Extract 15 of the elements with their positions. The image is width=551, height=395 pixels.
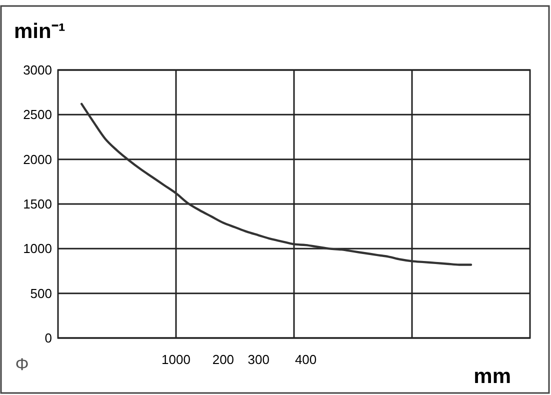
y-tick-label: 0 [44,330,52,346]
y-tick-label: 500 [30,286,52,301]
x-axis-title: mm [474,365,511,388]
y-tick-label: 1000 [23,241,52,256]
line-series [80,102,472,266]
x-tick-label: 1000 [162,352,190,367]
y-tick-label: 2000 [23,152,52,167]
y-tick-label: 2500 [23,107,52,122]
x-tick-label: 200 [212,352,234,367]
y-axis-title: min⁻¹ [14,20,66,43]
text: Φ [15,355,29,374]
y-tick-label: 1500 [23,196,52,212]
y-tick-label: 3000 [23,62,52,78]
x-tick-label: 300 [248,352,270,367]
x-tick-label: 400 [294,352,317,367]
